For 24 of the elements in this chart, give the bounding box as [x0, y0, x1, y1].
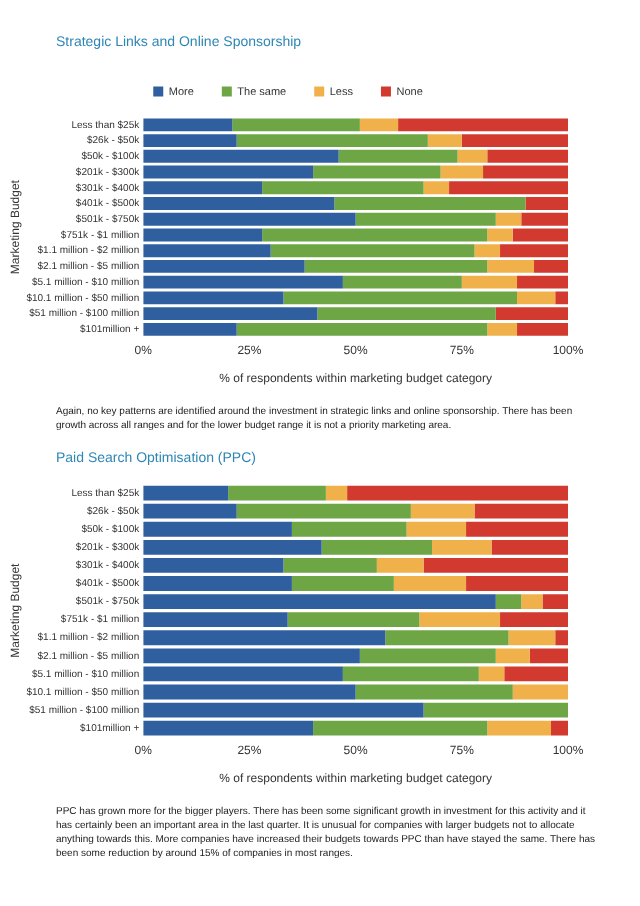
bar: [512, 683, 568, 699]
bar: [487, 719, 552, 735]
bar: [521, 593, 543, 608]
bar: [143, 719, 314, 735]
bar: [143, 683, 356, 699]
bar: [236, 502, 411, 518]
bar: [143, 701, 424, 717]
bar: [143, 484, 229, 500]
bar: [517, 291, 556, 305]
bar: [474, 502, 568, 518]
bar: [347, 484, 568, 500]
bar: [410, 502, 475, 518]
bar: [487, 322, 518, 336]
bar: [143, 502, 237, 518]
bar: [313, 719, 488, 735]
bar: [419, 611, 501, 627]
bar: [359, 118, 399, 132]
bar: [325, 484, 348, 500]
bar: [551, 719, 568, 735]
bar: [376, 556, 424, 572]
bar: [495, 593, 522, 608]
bar: [355, 683, 513, 699]
bar: [228, 484, 326, 500]
bar: [423, 701, 568, 717]
